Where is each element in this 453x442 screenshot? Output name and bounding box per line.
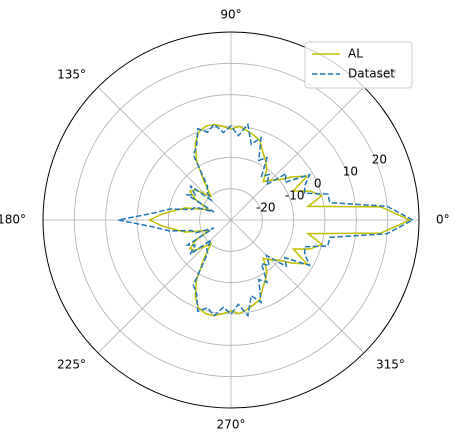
theta-tick-label: 0° <box>436 213 450 227</box>
theta-tick-label: 135° <box>57 68 86 82</box>
legend-label: Dataset <box>348 67 395 81</box>
theta-tick-label: 270° <box>217 418 246 432</box>
r-tick-label: -20 <box>256 201 276 215</box>
r-tick-label: 10 <box>343 165 358 179</box>
grid-circle <box>199 188 263 252</box>
theta-tick-label: 180° <box>0 213 26 227</box>
theta-tick-label: 90° <box>220 8 241 22</box>
legend: AL Dataset <box>304 41 413 89</box>
theta-tick-label: 225° <box>57 357 86 371</box>
grid-circle <box>73 62 389 378</box>
r-tick-label: 20 <box>372 153 387 167</box>
series-line <box>118 122 415 318</box>
grid-circle <box>167 156 295 284</box>
theta-tick-label: 315° <box>376 357 405 371</box>
grid-circle <box>105 94 357 346</box>
r-tick-label: 0 <box>314 177 322 191</box>
legend-label: AL <box>348 47 363 61</box>
r-tick-label: -10 <box>285 189 305 203</box>
plot-border <box>42 31 420 409</box>
